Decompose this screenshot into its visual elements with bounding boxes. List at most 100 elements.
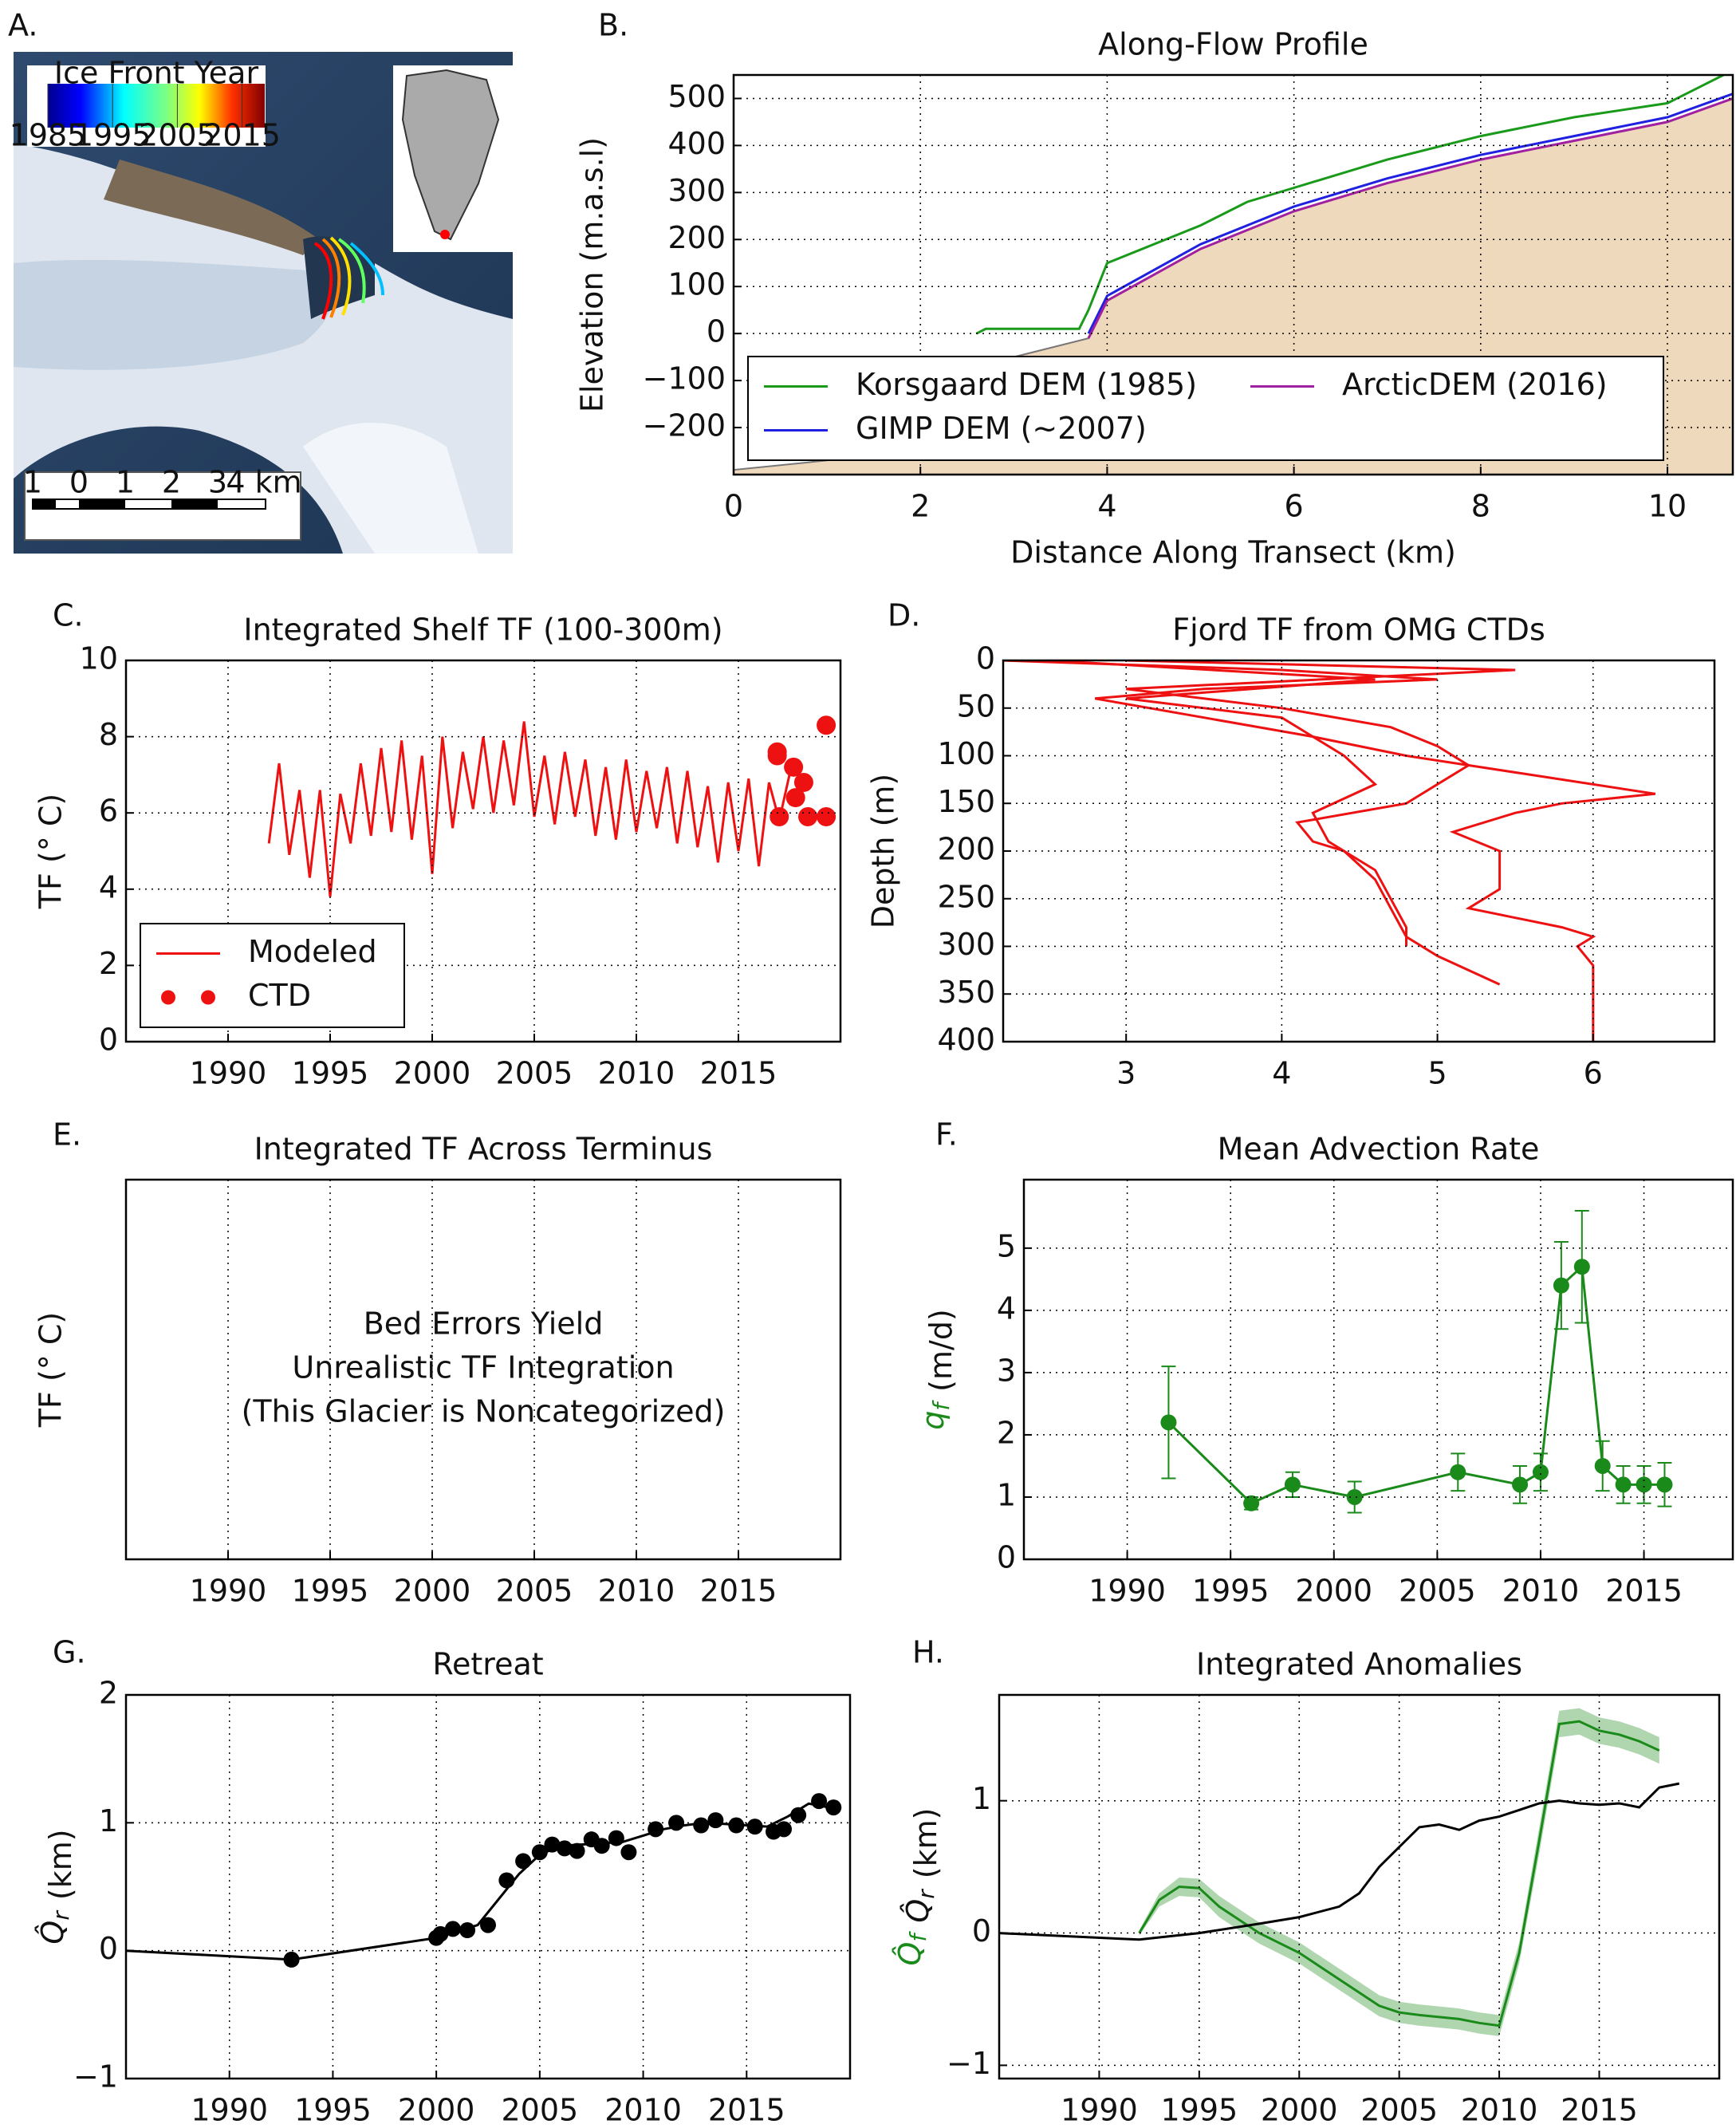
y-label-part: (m/d): [923, 1309, 959, 1392]
x-tick-label: 1995: [292, 1574, 369, 1609]
plot-area: [126, 1793, 842, 1968]
x-tick-label: 1990: [191, 2093, 268, 2128]
y-axis-label: Depth (m): [866, 774, 901, 929]
chart-title: Integrated TF Across Terminus: [254, 1132, 713, 1167]
legend-label: Modeled: [248, 934, 377, 969]
y-label-sub: f: [928, 1400, 955, 1411]
data-point: [1615, 1476, 1632, 1493]
y-tick-label: 0: [707, 314, 726, 349]
panel: 1990 1995 2000 2005 2010 2015 −1 0 1 2 Retreat Q̂r (…: [35, 1647, 852, 2128]
data-point: [608, 1830, 624, 1846]
data-point: [1532, 1464, 1549, 1480]
x-tick-label: 2010: [598, 1056, 675, 1091]
data-point: [569, 1842, 585, 1859]
y-tick-label: 5: [997, 1228, 1016, 1263]
data-point: [798, 806, 818, 826]
y-tick-label: −1: [947, 2046, 991, 2081]
data-point: [593, 1838, 610, 1854]
series-line: [1087, 97, 1733, 339]
x-tick-label: 2005: [1399, 1574, 1476, 1609]
y-tick-label: 1: [997, 1477, 1016, 1512]
panel: 0 2 4 6 8 10 −200 −100 0 100 200 300 400 500 Along-Flo…: [575, 27, 1734, 570]
y-axis-label: TF (° C): [33, 794, 69, 909]
data-point: [746, 1819, 763, 1835]
data-point: [707, 1812, 724, 1829]
chart-title: Fjord TF from OMG CTDs: [1172, 613, 1545, 648]
axes-frame: [1002, 659, 1716, 1043]
scale-label: 1: [23, 465, 42, 500]
data-point: [767, 742, 787, 762]
y-tick-label: −1: [73, 2059, 118, 2095]
y-tick-label: 1: [972, 1781, 991, 1816]
y-axis-label: qf (m/d): [915, 1309, 959, 1430]
axes-frame: [124, 1178, 842, 1561]
panel: 1990 1995 2000 2005 2010 2015 −1 0 1 Integrated A…: [892, 1647, 1721, 2128]
data-point: [531, 1844, 548, 1861]
x-tick-label: 4: [1272, 1056, 1291, 1091]
scale-label: 2: [162, 465, 181, 500]
chart-title: Mean Advection Rate: [1218, 1132, 1540, 1167]
colorbar-tick-label: 1985: [10, 118, 87, 153]
plot-area: [1160, 1210, 1673, 1514]
axes-frame: [124, 659, 842, 1043]
x-tick-label: 2010: [1502, 1574, 1580, 1609]
scale-label: 1: [116, 465, 135, 500]
series-line: [1003, 660, 1656, 1042]
error-band: [1139, 1708, 1659, 2036]
y-tick-label: 2: [99, 946, 118, 981]
series-line: [999, 1782, 1680, 1941]
plot-area: [267, 715, 837, 897]
legend-box: [747, 356, 1664, 461]
y-tick-label: 2: [997, 1415, 1016, 1450]
x-tick-label: 2015: [708, 2093, 785, 2128]
x-tick-label: 2005: [501, 2093, 578, 2128]
data-point: [648, 1821, 664, 1838]
data-point: [620, 1844, 637, 1861]
annotation: (This Glacier is Noncategorized): [242, 1394, 726, 1429]
legend-marker: [201, 990, 215, 1005]
x-tick-label: 2010: [604, 2093, 682, 2128]
y-tick-label: 0: [976, 641, 995, 676]
data-point: [825, 1799, 842, 1816]
colorbar-tick-label: 2015: [203, 118, 281, 153]
data-point: [1656, 1476, 1673, 1493]
x-tick-label: 2000: [1261, 2093, 1338, 2128]
x-tick-label: 2005: [496, 1574, 573, 1609]
data-point: [459, 1922, 476, 1939]
colorbar-tick-label: 2005: [139, 118, 216, 153]
panel: 1990 1995 2000 2005 2010 2015 0 1 2 3 4 5 Mean Advec…: [915, 1132, 1734, 1609]
y-axis-label: Elevation (m.a.s.l): [575, 137, 610, 412]
y-tick-label: 500: [667, 79, 726, 114]
series-line: [1087, 93, 1733, 334]
scale-label: 4 km: [226, 465, 301, 500]
axes-frame: [124, 1693, 852, 2080]
chart-title: Retreat: [432, 1647, 543, 1682]
colorbar-label: Ice Front Year: [54, 56, 259, 91]
series-line: [1138, 1720, 1660, 2028]
series-line: [1048, 660, 1407, 947]
data-point: [784, 757, 804, 777]
x-tick-label: 1995: [1160, 2093, 1238, 2128]
data-point: [1512, 1476, 1529, 1493]
x-tick-label: 2000: [398, 2093, 475, 2128]
y-tick-label: 2: [99, 1676, 118, 1711]
y-label-sub: f: [905, 1931, 931, 1942]
data-point: [444, 1921, 461, 1937]
data-point: [515, 1853, 532, 1870]
y-label-part: Q̂: [900, 1899, 935, 1923]
y-tick-label: 100: [937, 736, 995, 771]
y-label-sub: r: [48, 1910, 74, 1921]
annotation: Bed Errors Yield: [364, 1306, 604, 1342]
axes-frame: [1022, 1178, 1734, 1561]
y-label-part: Q̂: [35, 1921, 70, 1945]
x-tick-label: 1990: [190, 1574, 267, 1609]
y-tick-label: 200: [937, 832, 995, 867]
legend-label: ArcticDEM (2016): [1342, 367, 1608, 402]
data-point: [498, 1872, 515, 1889]
y-tick-label: 8: [99, 717, 118, 752]
y-tick-label: 250: [937, 879, 995, 914]
panel: 3 4 5 6 0 50 100 150 200 250 300 350 400 Fjord TF fro…: [866, 613, 1716, 1091]
x-tick-label: 2005: [496, 1056, 573, 1091]
y-tick-label: 50: [957, 688, 995, 723]
